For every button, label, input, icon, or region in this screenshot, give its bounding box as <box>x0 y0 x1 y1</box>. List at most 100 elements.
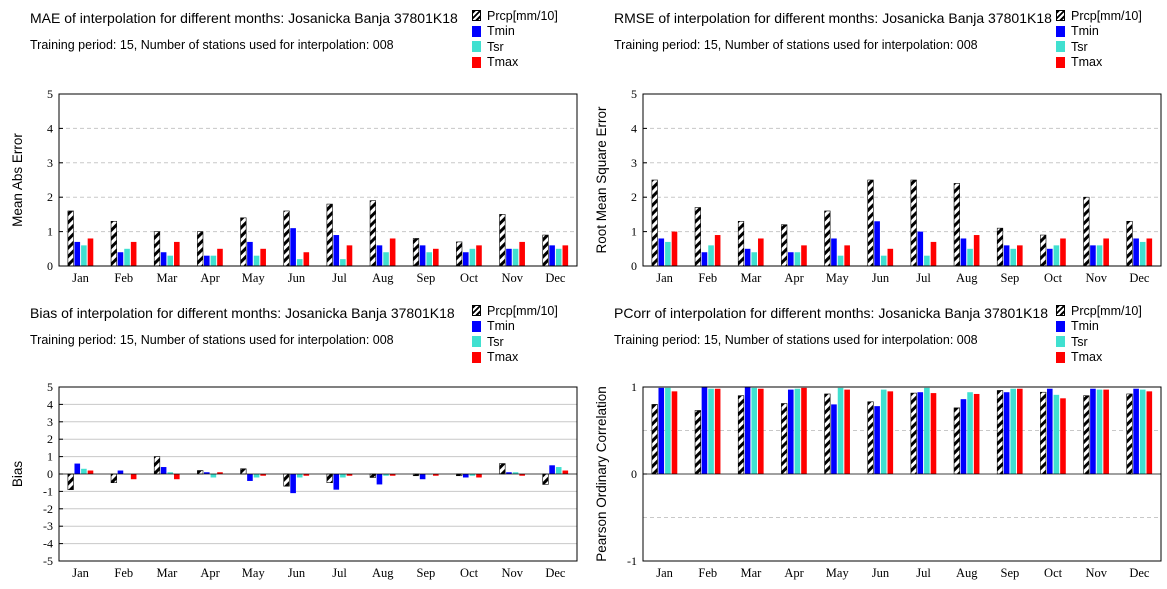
bar <box>837 255 844 266</box>
x-tick-label: Feb <box>698 271 717 285</box>
bar <box>671 231 678 266</box>
bar <box>1103 238 1109 266</box>
bar <box>1126 393 1133 475</box>
bar <box>519 241 525 266</box>
bar <box>751 387 758 474</box>
legend-item-tmax: Tmax <box>472 350 558 366</box>
y-axis-label: Pearson Ordinary Correlation <box>594 386 609 562</box>
bar <box>665 241 671 266</box>
legend-item-tsr: Tsr <box>1056 39 1142 55</box>
y-tick-label: -2 <box>43 502 53 516</box>
bar <box>880 255 887 266</box>
bar <box>1010 388 1017 474</box>
bar <box>160 467 167 474</box>
x-tick-label: Oct <box>460 566 479 580</box>
bar <box>283 473 290 487</box>
bar <box>174 474 180 480</box>
x-tick-label: Oct <box>1044 271 1063 285</box>
legend-swatch-tmin <box>1056 320 1065 332</box>
bar <box>758 238 764 266</box>
y-tick-label: 3 <box>47 156 53 170</box>
y-tick-label: 4 <box>47 397 53 411</box>
bar <box>1139 241 1146 266</box>
bar <box>658 238 665 266</box>
x-tick-label: Mar <box>157 271 179 285</box>
bar <box>960 399 967 474</box>
bar <box>326 473 333 483</box>
bar <box>801 245 807 266</box>
bar <box>917 392 924 474</box>
legend-item-tmax: Tmax <box>472 55 558 71</box>
bar <box>665 387 671 474</box>
bar <box>824 210 831 267</box>
bar <box>1003 245 1010 266</box>
x-tick-label: Mar <box>157 566 179 580</box>
bar <box>153 231 161 267</box>
bar <box>751 252 758 266</box>
chart-title: MAE of interpolation for different month… <box>30 10 458 26</box>
x-tick-label: Dec <box>1129 566 1150 580</box>
bar <box>1053 245 1060 266</box>
bar <box>781 403 788 475</box>
bar <box>801 387 807 474</box>
legend-label: Tmin <box>487 319 515 334</box>
x-tick-label: Nov <box>501 271 523 285</box>
bar <box>555 467 562 474</box>
bar <box>433 248 439 266</box>
bar <box>973 235 980 266</box>
x-tick-label: Feb <box>114 271 133 285</box>
bar <box>924 255 930 266</box>
bar <box>701 387 708 474</box>
legend-swatch-prcp <box>472 10 481 22</box>
bar <box>996 390 1004 475</box>
bar <box>1040 391 1047 475</box>
x-tick-label: Jan <box>72 566 89 580</box>
bar <box>87 238 94 266</box>
y-tick-label: 1 <box>631 380 637 394</box>
x-tick-label: Jun <box>288 271 306 285</box>
chart-title: Bias of interpolation for different mont… <box>30 305 455 321</box>
bar <box>167 472 174 474</box>
bar <box>469 474 476 476</box>
x-tick-label: Oct <box>460 271 479 285</box>
legend-label: Prcp[mm/10] <box>1071 8 1142 23</box>
legend-label: Tsr <box>487 39 504 54</box>
legend-swatch-tmin <box>1056 25 1065 37</box>
bar <box>744 387 751 474</box>
bar <box>333 474 340 490</box>
bar <box>290 474 296 494</box>
bar <box>369 473 376 478</box>
bar <box>260 474 266 476</box>
bar <box>67 473 74 490</box>
y-tick-label: -1 <box>43 484 53 498</box>
legend-item-prcp: Prcp[mm/10] <box>472 303 558 319</box>
bar <box>74 241 81 266</box>
y-tick-label: 1 <box>631 225 637 239</box>
x-tick-label: Sep <box>1001 271 1020 285</box>
bar <box>787 389 794 474</box>
x-tick-label: Jul <box>332 566 347 580</box>
bar <box>203 472 210 474</box>
bar <box>1126 220 1133 267</box>
bar <box>824 393 831 475</box>
x-tick-label: Aug <box>956 566 978 580</box>
x-tick-label: Sep <box>417 566 436 580</box>
bar <box>81 468 87 474</box>
bar <box>714 235 721 266</box>
bar <box>203 255 210 266</box>
bar <box>744 248 751 266</box>
bar <box>1046 248 1053 266</box>
bar <box>1146 238 1153 266</box>
y-tick-label: 2 <box>47 432 53 446</box>
x-tick-label: Apr <box>784 566 804 580</box>
y-tick-label: 0 <box>631 467 637 481</box>
chart-legend: Prcp[mm/10] Tmin Tsr Tmax <box>472 8 558 70</box>
y-tick-label: 4 <box>47 121 53 135</box>
legend-swatch-tsr <box>472 41 481 53</box>
legend-item-prcp: Prcp[mm/10] <box>1056 303 1142 319</box>
bar <box>694 207 701 267</box>
legend-item-tmin: Tmin <box>472 24 558 40</box>
x-tick-label: Jan <box>656 271 673 285</box>
bar <box>247 474 253 481</box>
x-tick-label: Jan <box>72 271 89 285</box>
